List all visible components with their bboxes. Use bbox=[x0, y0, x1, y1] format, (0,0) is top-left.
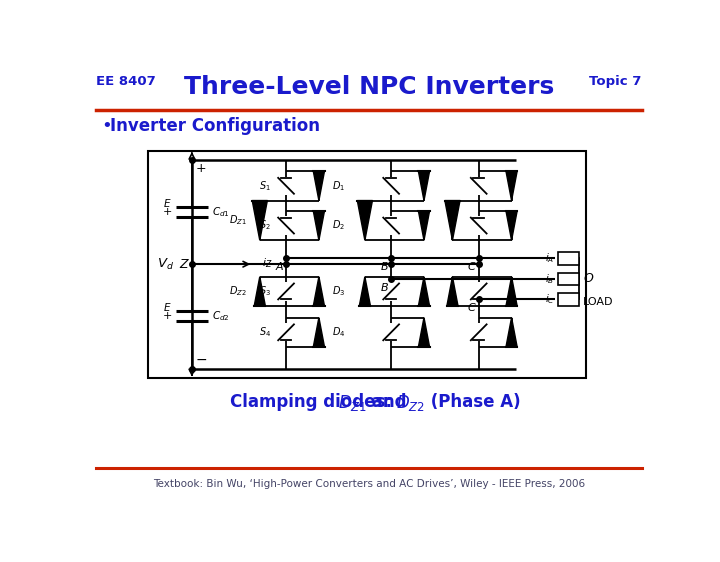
Polygon shape bbox=[447, 277, 458, 306]
Bar bbox=[557, 273, 580, 285]
Polygon shape bbox=[313, 318, 325, 347]
Text: LOAD: LOAD bbox=[583, 297, 614, 307]
Text: C: C bbox=[468, 303, 476, 313]
Polygon shape bbox=[418, 277, 430, 306]
Polygon shape bbox=[418, 171, 430, 201]
Polygon shape bbox=[506, 211, 517, 241]
Text: Topic 7: Topic 7 bbox=[590, 75, 642, 88]
Text: $D_{Z2}$: $D_{Z2}$ bbox=[396, 393, 425, 413]
Text: B: B bbox=[380, 262, 388, 273]
Text: $E$: $E$ bbox=[163, 197, 172, 209]
Text: Three-Level NPC Inverters: Three-Level NPC Inverters bbox=[184, 75, 554, 99]
Text: $S_4$: $S_4$ bbox=[258, 325, 271, 339]
Text: Textbook: Bin Wu, ‘High-Power Converters and AC Drives’, Wiley - IEEE Press, 200: Textbook: Bin Wu, ‘High-Power Converters… bbox=[153, 479, 585, 488]
Text: $C_{d1}$: $C_{d1}$ bbox=[212, 205, 230, 219]
Text: +: + bbox=[163, 311, 172, 321]
Text: +: + bbox=[196, 162, 207, 175]
Text: $S_3$: $S_3$ bbox=[258, 284, 271, 298]
Text: Z: Z bbox=[179, 257, 188, 271]
Text: Clamping diodes:: Clamping diodes: bbox=[230, 393, 392, 411]
Text: $S_1$: $S_1$ bbox=[259, 179, 271, 193]
Text: $D_1$: $D_1$ bbox=[332, 179, 345, 193]
Polygon shape bbox=[313, 171, 325, 201]
Text: O: O bbox=[583, 273, 593, 285]
Polygon shape bbox=[506, 318, 517, 347]
Polygon shape bbox=[418, 211, 430, 241]
Polygon shape bbox=[313, 211, 325, 241]
Bar bbox=[557, 252, 580, 265]
Text: $E$: $E$ bbox=[163, 301, 172, 314]
Text: $C_{d2}$: $C_{d2}$ bbox=[212, 310, 230, 323]
Text: (Phase A): (Phase A) bbox=[425, 393, 521, 411]
Polygon shape bbox=[506, 277, 517, 306]
Bar bbox=[557, 293, 580, 306]
Bar bbox=[148, 151, 586, 378]
Text: −: − bbox=[196, 352, 207, 366]
Text: B: B bbox=[380, 283, 388, 293]
Polygon shape bbox=[445, 201, 460, 241]
Polygon shape bbox=[313, 277, 325, 306]
Text: and: and bbox=[366, 393, 412, 411]
Polygon shape bbox=[357, 201, 372, 241]
Text: $i_Z$: $i_Z$ bbox=[262, 256, 272, 270]
Text: +: + bbox=[163, 207, 172, 217]
Text: $D_3$: $D_3$ bbox=[332, 284, 346, 298]
Text: $i_A$: $i_A$ bbox=[545, 252, 554, 265]
Polygon shape bbox=[252, 201, 267, 241]
Text: •: • bbox=[101, 117, 112, 135]
Text: A: A bbox=[275, 262, 283, 273]
Text: EE 8407: EE 8407 bbox=[96, 75, 156, 88]
Polygon shape bbox=[254, 277, 266, 306]
Text: $i_C$: $i_C$ bbox=[544, 292, 554, 306]
Text: Inverter Configuration: Inverter Configuration bbox=[110, 117, 320, 135]
Text: C: C bbox=[468, 262, 476, 273]
Text: $i_B$: $i_B$ bbox=[545, 272, 554, 286]
Polygon shape bbox=[418, 318, 430, 347]
Text: $D_{Z1}$: $D_{Z1}$ bbox=[338, 393, 367, 413]
Text: $D_{Z2}$: $D_{Z2}$ bbox=[229, 284, 247, 298]
Text: $D_4$: $D_4$ bbox=[332, 325, 346, 339]
Polygon shape bbox=[506, 171, 517, 201]
Text: $S_2$: $S_2$ bbox=[259, 219, 271, 233]
Text: $D_{Z1}$: $D_{Z1}$ bbox=[229, 214, 247, 228]
Text: $V_d$: $V_d$ bbox=[157, 257, 174, 271]
Polygon shape bbox=[359, 277, 371, 306]
Text: $D_2$: $D_2$ bbox=[332, 219, 345, 233]
